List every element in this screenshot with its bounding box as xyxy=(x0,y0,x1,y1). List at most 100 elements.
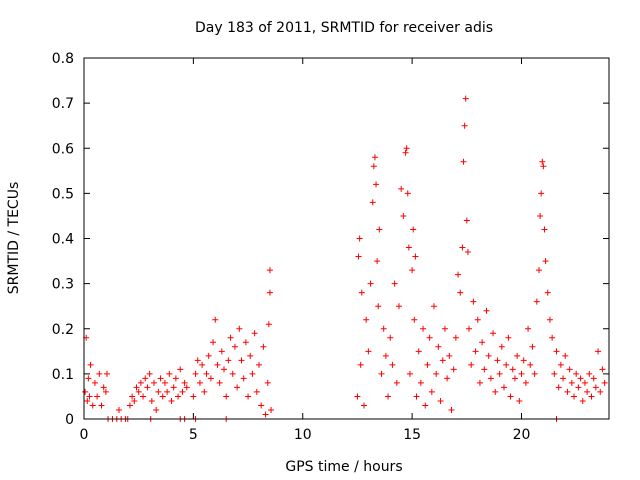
data-point xyxy=(216,379,223,386)
data-point xyxy=(564,388,571,395)
data-point xyxy=(417,379,424,386)
y-tick-label: 0.4 xyxy=(52,232,74,248)
data-point xyxy=(527,361,534,368)
data-point xyxy=(541,226,548,233)
data-point xyxy=(262,411,269,418)
data-point xyxy=(242,339,249,346)
data-point xyxy=(568,379,575,386)
data-point xyxy=(406,370,413,377)
data-point xyxy=(463,217,470,224)
data-point xyxy=(382,352,389,359)
data-point xyxy=(175,393,182,400)
data-point xyxy=(86,393,93,400)
data-point xyxy=(361,402,367,409)
data-point xyxy=(514,352,521,359)
data-point xyxy=(177,366,184,373)
data-point xyxy=(457,289,464,296)
data-point xyxy=(268,406,275,413)
x-tick-label: 10 xyxy=(294,427,312,443)
data-point xyxy=(400,212,407,219)
data-point xyxy=(472,348,479,355)
y-tick-label: 0.8 xyxy=(52,51,74,67)
data-point xyxy=(396,303,402,310)
data-point xyxy=(385,393,392,400)
data-point xyxy=(410,226,417,233)
y-tick-label: 0.5 xyxy=(52,186,74,202)
data-point xyxy=(170,384,177,391)
data-point xyxy=(256,361,262,368)
data-point xyxy=(479,339,486,346)
data-point xyxy=(166,370,173,377)
data-point xyxy=(549,334,556,341)
data-point xyxy=(402,149,409,156)
data-point xyxy=(560,375,567,382)
data-point xyxy=(133,384,140,391)
data-point xyxy=(511,375,518,382)
data-point xyxy=(116,406,122,413)
data-point xyxy=(181,379,188,386)
data-point xyxy=(448,406,455,413)
data-point xyxy=(375,303,382,310)
data-point xyxy=(531,370,538,377)
data-point xyxy=(370,163,377,170)
data-point xyxy=(199,361,206,368)
data-point xyxy=(405,244,412,251)
data-point xyxy=(553,348,560,355)
data-point xyxy=(96,370,103,377)
data-point xyxy=(148,397,155,404)
data-point xyxy=(365,348,372,355)
data-point xyxy=(201,388,208,395)
data-point xyxy=(205,352,212,359)
data-point xyxy=(249,370,256,377)
data-point xyxy=(505,334,512,341)
data-point xyxy=(509,366,516,373)
data-point xyxy=(428,388,435,395)
data-point xyxy=(266,289,273,296)
data-point xyxy=(409,267,416,274)
data-point xyxy=(595,348,602,355)
data-point xyxy=(537,212,544,219)
data-point xyxy=(544,289,551,296)
data-point xyxy=(231,343,238,350)
data-point xyxy=(212,316,219,323)
data-point xyxy=(82,388,89,395)
data-point xyxy=(131,397,138,404)
data-point xyxy=(85,375,92,382)
y-tick-label: 0.6 xyxy=(52,141,74,157)
data-point xyxy=(245,393,252,400)
data-point xyxy=(194,357,201,364)
y-tick-label: 0.2 xyxy=(52,322,74,338)
data-point xyxy=(536,267,542,274)
data-point xyxy=(363,316,370,323)
data-point xyxy=(380,325,387,332)
data-point xyxy=(415,348,422,355)
data-point xyxy=(126,402,133,409)
data-point xyxy=(137,379,144,386)
data-point xyxy=(403,145,410,152)
data-point xyxy=(374,258,381,265)
y-tick-label: 0.7 xyxy=(52,96,74,112)
data-point xyxy=(474,316,481,323)
data-point xyxy=(450,366,457,373)
data-point xyxy=(581,379,588,386)
data-point xyxy=(446,352,453,359)
data-point xyxy=(398,185,405,192)
data-point xyxy=(492,388,499,395)
data-point xyxy=(229,370,236,377)
data-point xyxy=(533,298,540,305)
data-point xyxy=(555,384,562,391)
data-point xyxy=(437,397,444,404)
data-point xyxy=(153,406,160,413)
data-point xyxy=(501,384,507,391)
data-point xyxy=(588,393,595,400)
data-point xyxy=(487,375,494,382)
data-point xyxy=(566,366,573,373)
data-point xyxy=(466,325,472,332)
data-point xyxy=(590,375,597,382)
data-point xyxy=(264,379,271,386)
data-point xyxy=(251,330,258,337)
data-point xyxy=(542,258,549,265)
data-point xyxy=(179,388,186,395)
data-point xyxy=(413,393,420,400)
